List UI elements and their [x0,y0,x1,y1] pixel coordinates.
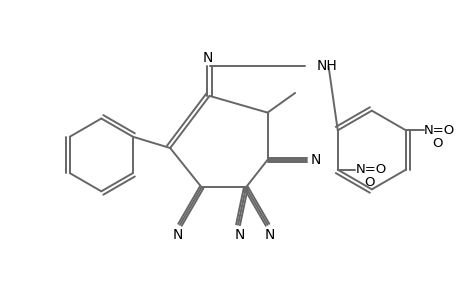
Text: NH: NH [316,59,337,74]
Text: N: N [173,228,183,242]
Text: O: O [431,136,442,150]
Text: N: N [202,50,213,64]
Text: N: N [310,153,320,167]
Text: N=O: N=O [355,163,386,176]
Text: N: N [235,228,245,242]
Text: N=O: N=O [423,124,454,137]
Text: N: N [264,228,274,242]
Text: O: O [363,176,374,189]
